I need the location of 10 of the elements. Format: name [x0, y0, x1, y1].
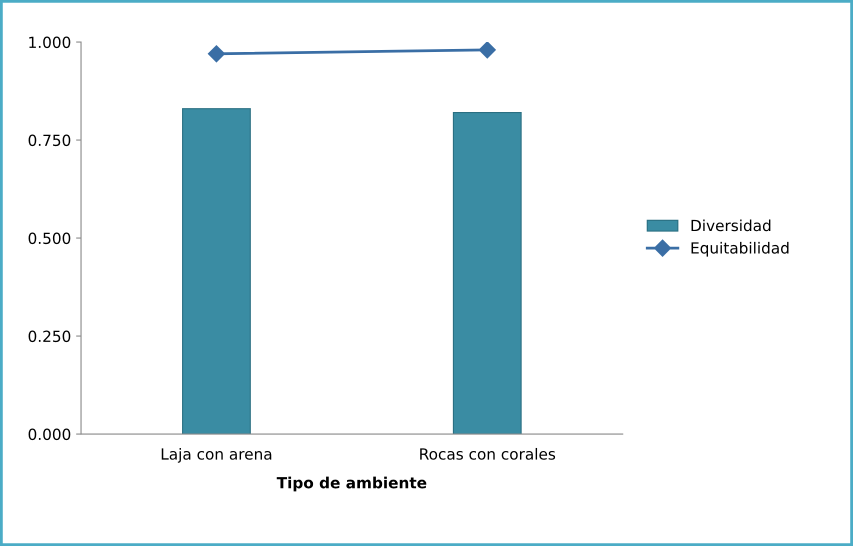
- y-tick-label: 1.000: [29, 36, 70, 48]
- y-tick-label: 0.500: [28, 232, 70, 244]
- legend-label: Equitabilidad: [692, 242, 788, 257]
- legend-label: Diversidad: [692, 219, 770, 232]
- y-tick-label: 0.750: [28, 134, 70, 146]
- x-tick-label: Laja con arena: [162, 448, 272, 463]
- y-tick-label: 0.250: [28, 330, 70, 342]
- x-tick-label: Rocas con corales: [420, 448, 556, 460]
- y-tick-label: 0.000: [28, 428, 70, 440]
- x-axis-title: Tipo de ambiente: [276, 476, 426, 492]
